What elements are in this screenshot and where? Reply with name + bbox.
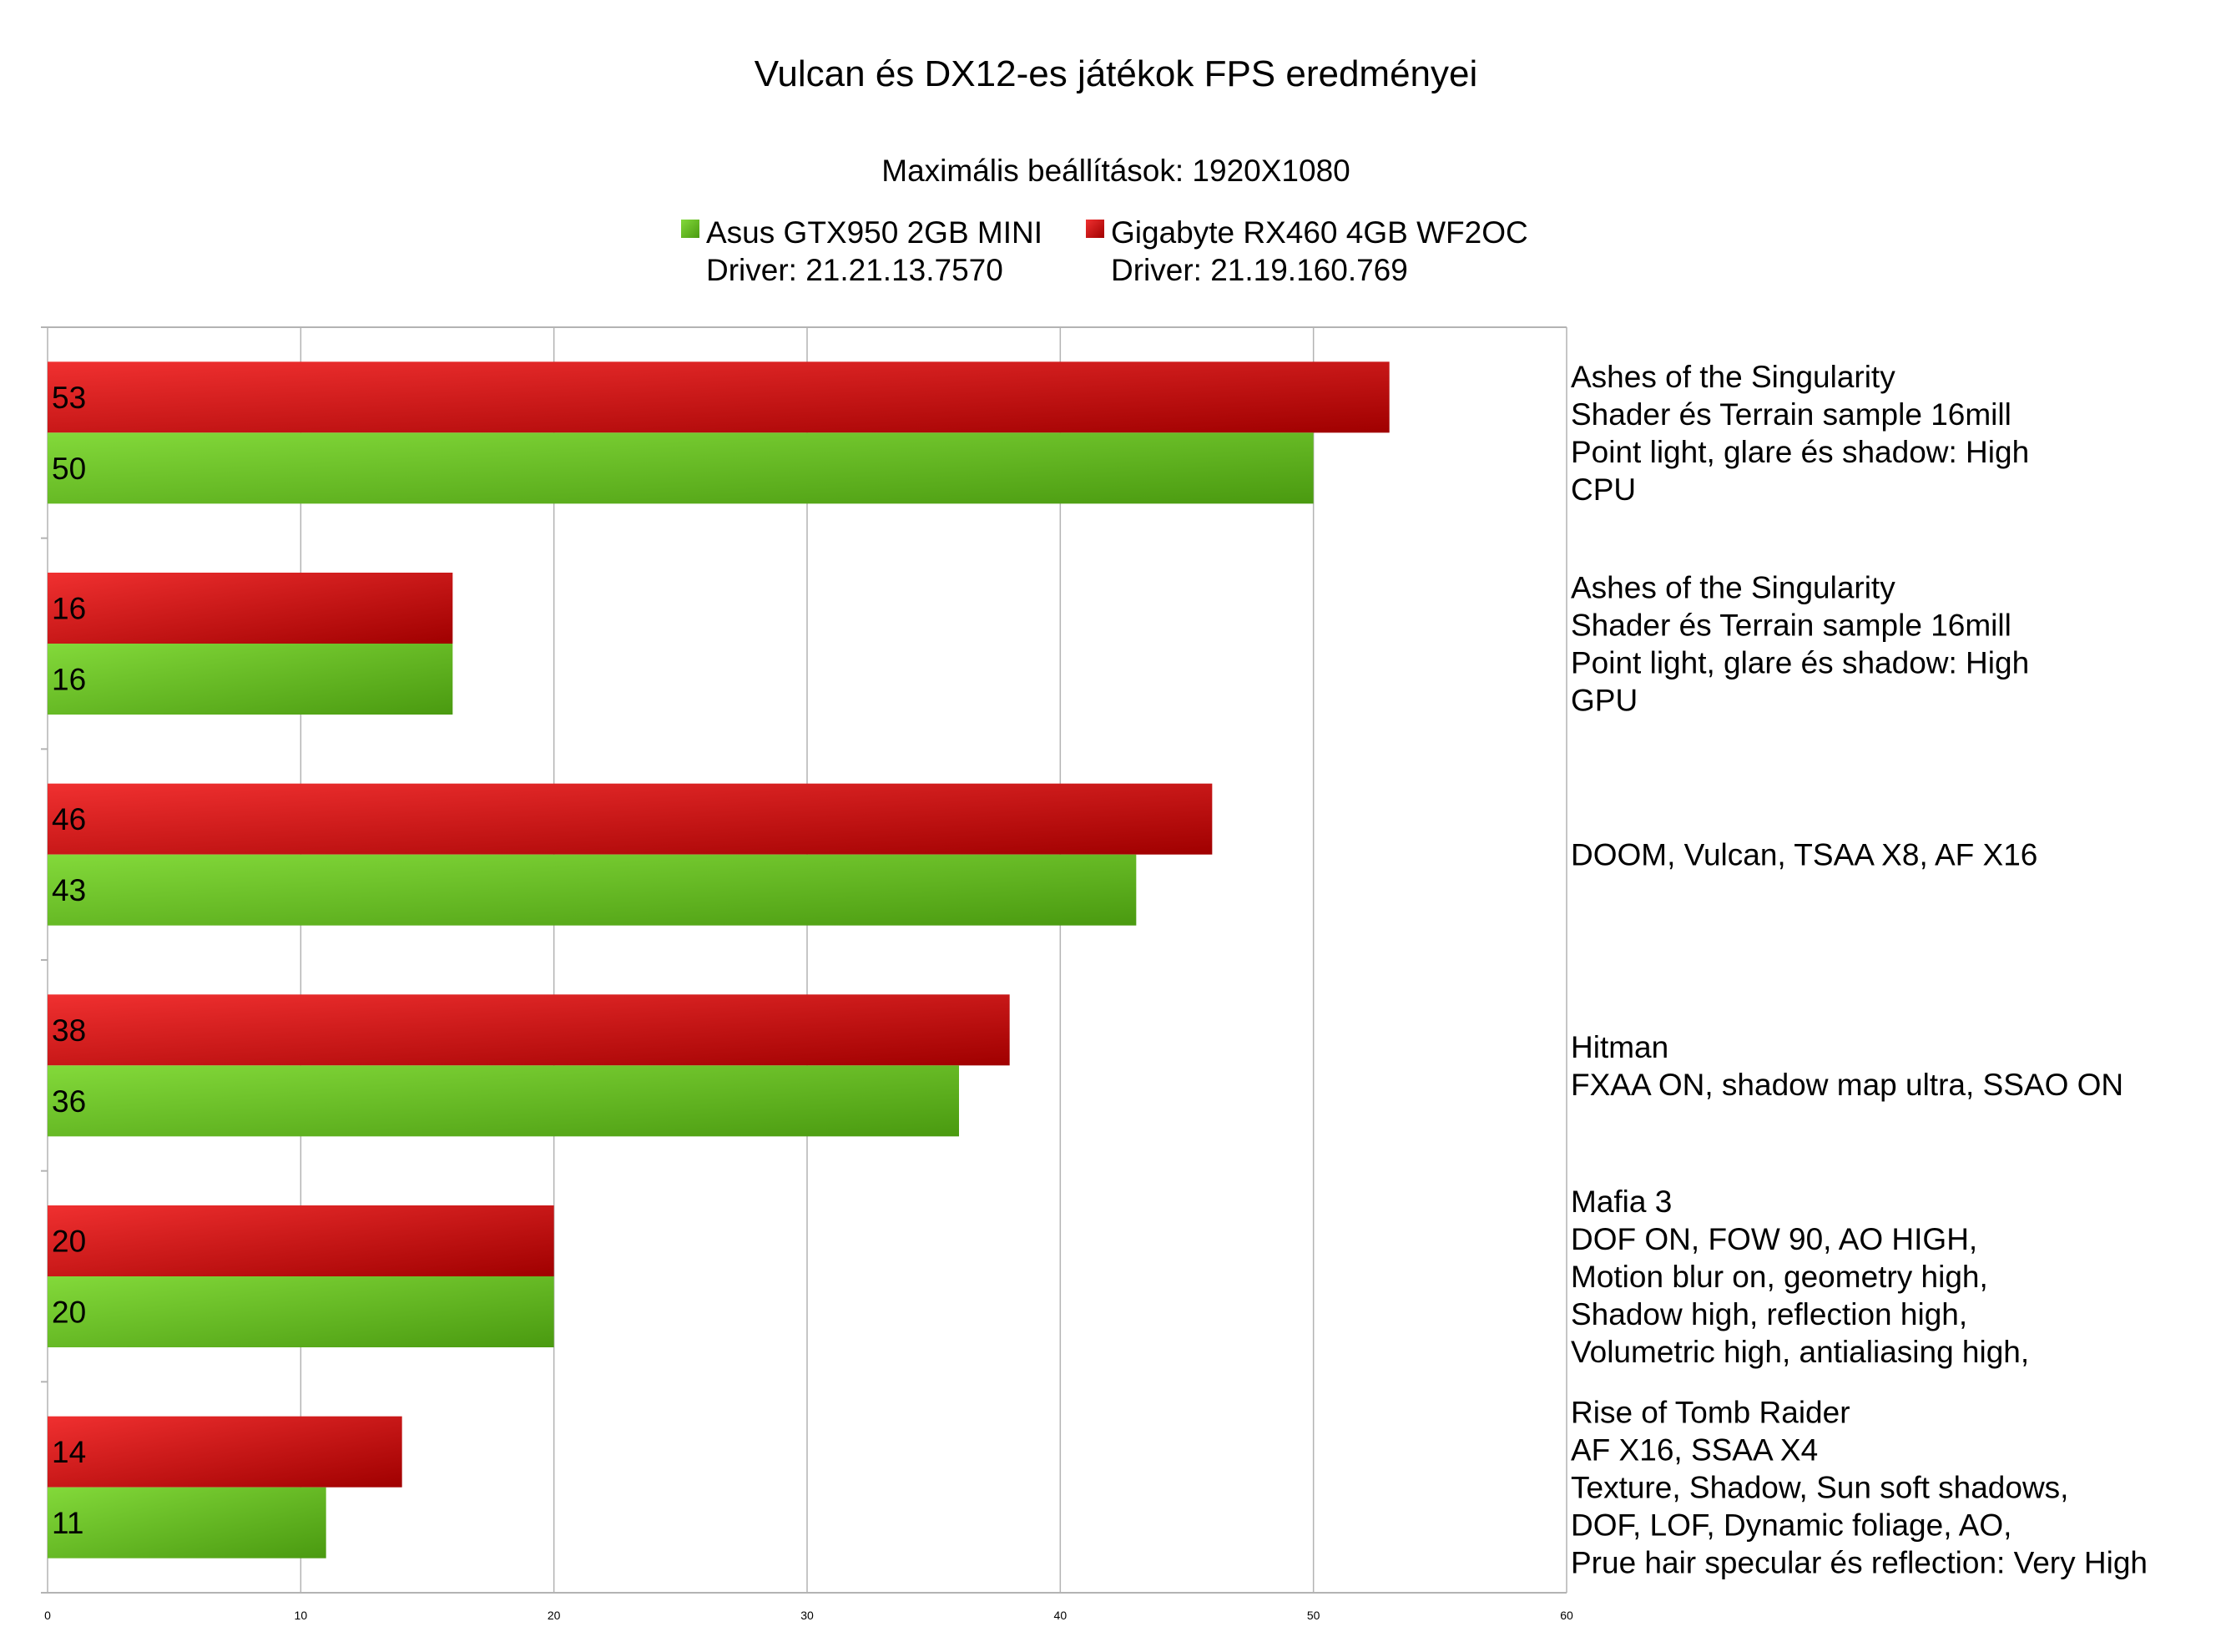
category-label-3: Hitman FXAA ON, shadow map ultra, SSAO ON [1571, 1030, 2123, 1102]
bar-series1-cat3 [48, 994, 1010, 1066]
x-axis-ticks: 0 10 20 30 40 50 60 [44, 1609, 1573, 1622]
category-label-line: Motion blur on, geometry high, [1571, 1260, 1988, 1294]
category-label-line: Rise of Tomb Raider [1571, 1396, 1850, 1430]
category-label-line: Ashes of the Singularity [1571, 360, 1895, 394]
value-label-series0-cat1: 16 [52, 663, 86, 697]
bar-series0-cat5 [48, 1487, 326, 1559]
category-label-line: DOOM, Vulcan, TSAA X8, AF X16 [1571, 838, 2037, 872]
bar-series0-cat0 [48, 432, 1314, 504]
value-label-series1-cat5: 14 [52, 1435, 86, 1469]
bar-series1-cat0 [48, 361, 1390, 433]
category-label-line: DOF, LOF, Dynamic foliage, AO, [1571, 1508, 2011, 1543]
bar-series1-cat5 [48, 1416, 402, 1488]
bars [48, 361, 1390, 1559]
value-labels: 53 50 16 16 46 43 38 36 20 20 14 11 [52, 381, 86, 1540]
category-label-5: Rise of Tomb Raider AF X16, SSAA X4 Textur… [1571, 1396, 2148, 1580]
legend-swatch-gtx950 [681, 220, 699, 238]
category-label-4: Mafia 3 DOF ON, FOW 90, AO HIGH, Motion bl… [1571, 1185, 2029, 1369]
category-label-line: Shader és Terrain sample 16mill [1571, 609, 2011, 643]
legend-label-gtx950: Asus GTX950 2GB MINI [706, 215, 1042, 250]
legend-driver-rx460: Driver: 21.19.160.769 [1111, 253, 1408, 287]
category-label-line: Shadow high, reflection high, [1571, 1297, 1967, 1331]
value-label-series0-cat4: 20 [52, 1296, 86, 1330]
category-label-line: Prue hair specular és reflection: Very H… [1571, 1546, 2148, 1580]
x-tick-label-50: 50 [1307, 1609, 1320, 1622]
gridlines [41, 326, 1567, 1594]
x-tick-label-10: 10 [295, 1609, 308, 1622]
value-label-series0-cat5: 11 [52, 1506, 83, 1540]
x-tick-label-40: 40 [1054, 1609, 1068, 1622]
x-tick-label-60: 60 [1560, 1609, 1573, 1622]
legend-driver-gtx950: Driver: 21.21.13.7570 [706, 253, 1003, 287]
bar-series0-cat1 [48, 644, 453, 715]
category-label-line: Hitman [1571, 1030, 1668, 1064]
bar-series0-cat2 [48, 854, 1137, 926]
x-tick-label-20: 20 [548, 1609, 561, 1622]
category-label-line: GPU [1571, 684, 1638, 718]
legend-swatch-rx460 [1086, 220, 1104, 238]
value-label-series1-cat4: 20 [52, 1225, 86, 1259]
bar-series0-cat3 [48, 1065, 959, 1137]
category-label-2: DOOM, Vulcan, TSAA X8, AF X16 [1571, 838, 2037, 872]
category-label-line: DOF ON, FOW 90, AO HIGH, [1571, 1222, 1977, 1256]
category-label-line: Shader és Terrain sample 16mill [1571, 397, 2011, 432]
x-tick-label-30: 30 [800, 1609, 814, 1622]
category-label-line: AF X16, SSAA X4 [1571, 1433, 1818, 1468]
category-label-line: Ashes of the Singularity [1571, 571, 1895, 605]
bar-series0-cat4 [48, 1276, 554, 1347]
value-label-series1-cat3: 38 [52, 1013, 86, 1048]
value-label-series1-cat2: 46 [52, 802, 86, 836]
category-label-line: FXAA ON, shadow map ultra, SSAO ON [1571, 1068, 2123, 1102]
category-label-line: Mafia 3 [1571, 1185, 1672, 1219]
category-label-line: CPU [1571, 472, 1636, 507]
value-label-series1-cat0: 53 [52, 381, 86, 415]
chart-title: Vulcan és DX12-es játékok FPS eredményei [755, 53, 1478, 94]
value-label-series0-cat2: 43 [52, 873, 86, 907]
category-label-line: Point light, glare és shadow: High [1571, 435, 2029, 469]
bar-series1-cat4 [48, 1205, 554, 1276]
category-label-line: Volumetric high, antialiasing high, [1571, 1335, 2029, 1369]
category-labels: Ashes of the Singularity Shader és Terrai… [1571, 360, 2148, 1580]
value-label-series1-cat1: 16 [52, 592, 86, 626]
x-tick-label-0: 0 [44, 1609, 51, 1622]
value-label-series0-cat0: 50 [52, 452, 86, 486]
category-label-0: Ashes of the Singularity Shader és Terrai… [1571, 360, 2029, 507]
category-label-line: Point light, glare és shadow: High [1571, 646, 2029, 680]
category-label-1: Ashes of the Singularity Shader és Terrai… [1571, 571, 2029, 718]
category-label-line: Texture, Shadow, Sun soft shadows, [1571, 1471, 2068, 1505]
legend: Asus GTX950 2GB MINI Driver: 21.21.13.75… [681, 215, 1528, 287]
bar-series1-cat2 [48, 783, 1213, 855]
value-label-series0-cat3: 36 [52, 1084, 86, 1119]
chart-subtitle: Maximális beállítások: 1920X1080 [881, 154, 1350, 188]
bar-series1-cat1 [48, 573, 453, 644]
legend-label-rx460: Gigabyte RX460 4GB WF2OC [1111, 215, 1528, 250]
